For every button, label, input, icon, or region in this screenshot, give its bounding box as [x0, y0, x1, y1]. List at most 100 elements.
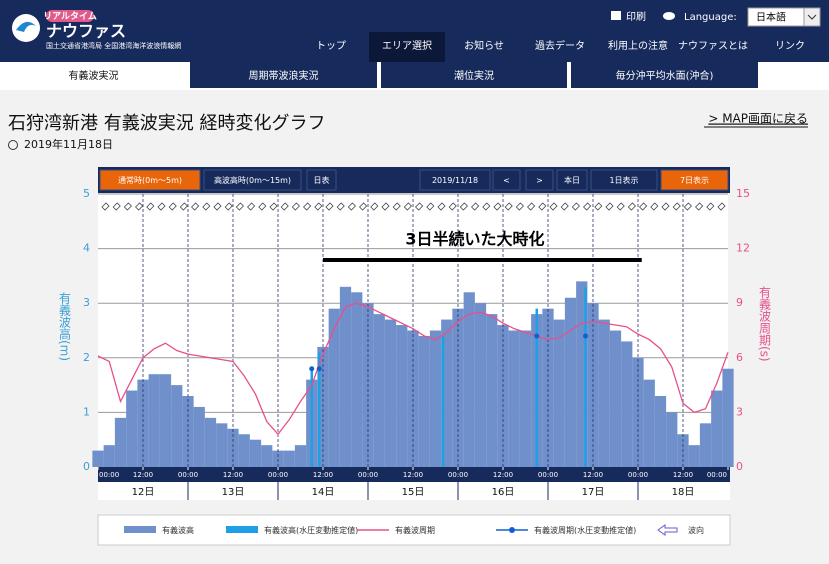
- wave-height-bar: [92, 450, 104, 467]
- wave-height-bar: [519, 330, 532, 467]
- day-band: [98, 482, 730, 500]
- y-tick-label: 1: [83, 405, 90, 418]
- direction-arrow: [627, 202, 636, 211]
- tab-label[interactable]: 周期帯波浪実況: [249, 69, 319, 82]
- nav-item[interactable]: リンク: [775, 40, 805, 52]
- wave-height-bar: [666, 412, 678, 467]
- wave-height-bar: [418, 335, 430, 467]
- direction-arrow: [325, 202, 334, 211]
- wave-height-bar: [722, 368, 734, 467]
- tab[interactable]: [381, 62, 567, 88]
- toolbar-button[interactable]: [492, 169, 521, 191]
- wave-height-bar: [159, 374, 172, 467]
- direction-arrow: [683, 202, 692, 211]
- wave-height-bar: [542, 308, 554, 467]
- back-link[interactable]: > MAP画面に戻る: [708, 112, 808, 126]
- nav-item[interactable]: ナウファスとは: [678, 40, 748, 52]
- wave-height-bar: [114, 417, 127, 467]
- direction-arrow: [101, 202, 110, 211]
- wave-height-bar: [294, 445, 307, 467]
- logo-badge: [46, 10, 94, 22]
- tab-label[interactable]: 有義波実況: [69, 69, 119, 82]
- direction-arrow: [515, 202, 524, 211]
- select-arrow[interactable]: [803, 7, 821, 27]
- day-label: 15日: [402, 487, 425, 498]
- nav-item[interactable]: トップ: [316, 40, 346, 52]
- y2-tick-label: 12: [736, 242, 750, 255]
- y-axis-label: 有義波高(m): [58, 292, 72, 362]
- toolbar-button[interactable]: [660, 169, 729, 191]
- tab[interactable]: [190, 62, 377, 88]
- direction-arrow: [403, 202, 412, 211]
- day-label: 17日: [582, 487, 605, 498]
- wave-height-bar: [137, 379, 149, 467]
- direction-arrow: [224, 202, 233, 211]
- wave-height-bar: [508, 330, 520, 467]
- wave-height-bar: [609, 330, 622, 467]
- y-tick-label: 2: [83, 351, 90, 364]
- wave-height-bar: [126, 390, 138, 467]
- wave-height-bar: [272, 450, 284, 467]
- direction-arrow: [706, 202, 715, 211]
- print[interactable]: 印刷: [626, 11, 646, 23]
- select-caret: [807, 14, 817, 20]
- direction-arrow: [605, 202, 614, 211]
- toolbar-label[interactable]: 日表: [314, 175, 330, 185]
- logo-sub: 国土交通省港湾局 全国港湾海洋波浪情報網: [46, 41, 181, 50]
- toolbar-label[interactable]: 通常時(0m～5m): [118, 175, 182, 185]
- direction-arrow: [258, 202, 267, 211]
- wave-height-bar: [148, 374, 160, 467]
- legend-dot: [509, 527, 515, 533]
- toolbar-label[interactable]: 1日表示: [609, 175, 638, 185]
- toolbar-button[interactable]: [590, 169, 658, 191]
- direction-arrow: [146, 202, 155, 211]
- wave-height-bar: [699, 423, 712, 467]
- toolbar-label[interactable]: <: [503, 176, 510, 185]
- toolbar-label[interactable]: >: [536, 176, 543, 185]
- wave-height-bar: [441, 319, 453, 467]
- direction-arrow: [571, 202, 580, 211]
- direction-arrow: [661, 202, 670, 211]
- toolbar-button[interactable]: [525, 169, 554, 191]
- pressure-period-dot: [534, 333, 540, 339]
- tab-label[interactable]: 毎分沖平均水面(沖合): [616, 69, 714, 82]
- direction-arrow: [392, 202, 401, 211]
- direction-arrow: [493, 202, 502, 211]
- nav-item[interactable]: エリア選択: [382, 39, 432, 52]
- toolbar-label[interactable]: 高波高時(0m～15m): [214, 175, 291, 185]
- nav-active: [369, 32, 445, 62]
- toolbar-label[interactable]: 7日表示: [680, 175, 709, 185]
- direction-arrow: [123, 202, 132, 211]
- direction-arrow: [191, 202, 200, 211]
- legend-label: 波向: [688, 525, 704, 535]
- wave-height-bar: [216, 423, 228, 467]
- direction-arrow: [314, 202, 323, 211]
- tab[interactable]: [0, 62, 187, 88]
- language-value[interactable]: 日本語: [756, 11, 786, 24]
- direction-arrow: [437, 202, 446, 211]
- nav-item[interactable]: 過去データ: [535, 39, 585, 52]
- wave-height-bar: [193, 406, 205, 467]
- tab-label[interactable]: 潮位実況: [454, 69, 494, 82]
- nav-item[interactable]: お知らせ: [464, 39, 504, 52]
- nav-item[interactable]: 利用上の注意: [608, 39, 668, 52]
- direction-arrow: [616, 202, 625, 211]
- toolbar-button[interactable]: [203, 169, 302, 191]
- x-tick-label: 00:00: [707, 471, 727, 479]
- toolbar-label[interactable]: 本日: [564, 175, 580, 185]
- day-label: 16日: [492, 487, 515, 498]
- toolbar-button[interactable]: [556, 169, 588, 191]
- x-tick-label: 00:00: [358, 471, 378, 479]
- tab[interactable]: [571, 62, 758, 88]
- toolbar-button[interactable]: [99, 169, 201, 191]
- y2-tick-label: 9: [736, 296, 743, 309]
- direction-arrow: [448, 202, 457, 211]
- toolbar-button[interactable]: [419, 169, 491, 191]
- direction-arrow: [583, 202, 592, 211]
- toolbar-button[interactable]: [306, 169, 337, 191]
- print-icon[interactable]: [611, 11, 621, 20]
- x-tick-label: 00:00: [448, 471, 468, 479]
- toolbar-label[interactable]: 2019/11/18: [432, 176, 478, 185]
- wave-height-bar: [429, 330, 442, 467]
